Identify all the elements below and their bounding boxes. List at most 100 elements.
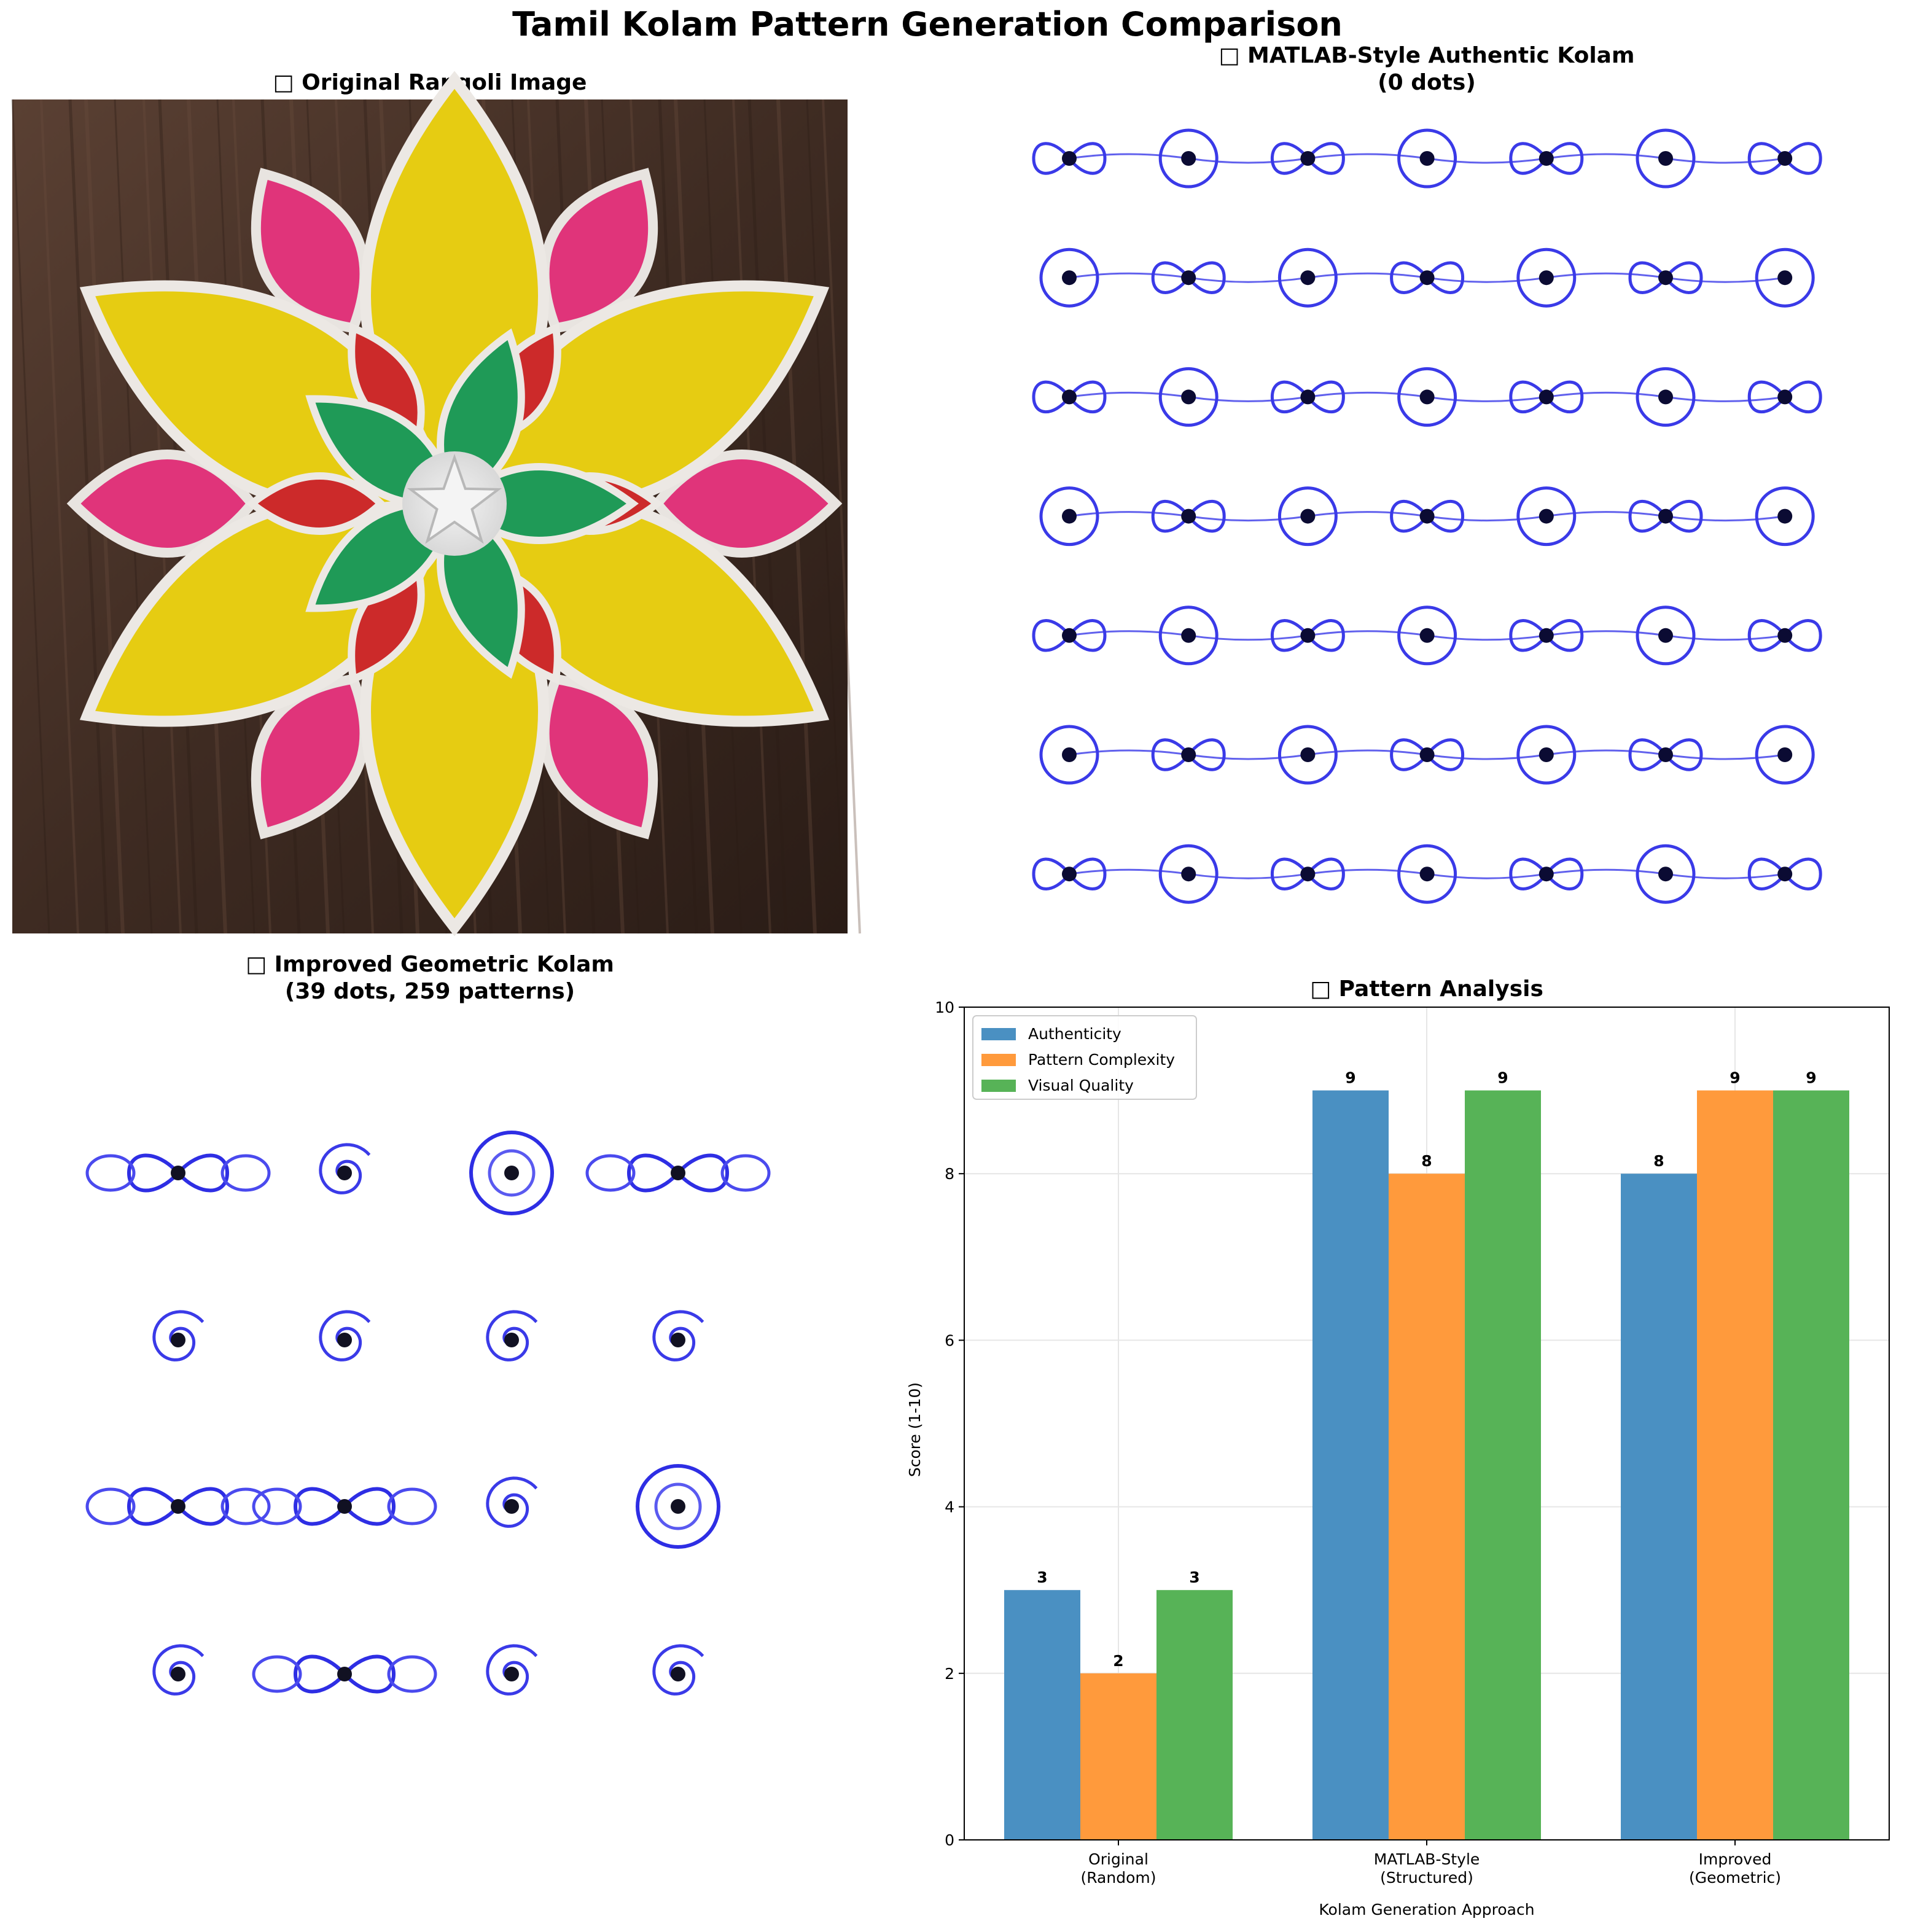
kolam-dot — [1538, 508, 1554, 524]
bar-pattern-complexity — [1697, 1090, 1773, 1840]
matlab-panel-subtitle: (0 dots) — [1378, 70, 1476, 95]
pattern-analysis-chart: 3 9 8 2 8 9 3 9 9 0 2 4 6 8 10 Original(Random) MATLAB-S… — [935, 999, 1890, 1887]
improved-kolam-grid — [85, 1131, 771, 1696]
kolam-dot — [1419, 508, 1435, 524]
matlab-kolam-row — [1039, 247, 1815, 308]
kolam-circle-loop — [1755, 486, 1815, 547]
improved-kolam-spiral — [319, 1143, 371, 1194]
kolam-dot — [1300, 747, 1316, 762]
kolam-circle-loop — [1277, 247, 1338, 308]
kolam-dot — [1300, 867, 1316, 882]
kolam-circle-loop — [1397, 128, 1457, 189]
kolam-dot — [1658, 508, 1673, 524]
kolam-dot — [1300, 151, 1316, 166]
bar-authenticity — [1621, 1174, 1697, 1840]
matlab-panel-title: □ MATLAB-Style Authentic Kolam — [1219, 43, 1634, 68]
kolam-circle-loop — [1039, 486, 1099, 547]
legend-swatch — [981, 1054, 1016, 1066]
kolam-dot — [337, 1166, 352, 1180]
kolam-dot — [504, 1333, 519, 1347]
kolam-circle-loop — [1158, 844, 1219, 904]
kolam-circle-loop — [1636, 367, 1696, 427]
bar-authenticity — [1312, 1090, 1389, 1840]
kolam-dot — [1538, 389, 1554, 405]
kolam-circle-loop — [1277, 486, 1338, 547]
kolam-dot — [671, 1333, 685, 1347]
kolam-circle-loop — [1277, 725, 1338, 785]
kolam-dot — [1777, 151, 1793, 166]
x-tick-label: (Geometric) — [1689, 1869, 1781, 1887]
matlab-kolam-grid — [1032, 128, 1822, 904]
bar-value-label: 8 — [1421, 1152, 1432, 1170]
kolam-circle-loop — [1755, 725, 1815, 785]
kolam-dot — [1419, 747, 1435, 762]
kolam-dot — [171, 1499, 185, 1514]
matlab-kolam-row — [1032, 606, 1822, 666]
kolam-circle-loop — [1039, 247, 1099, 308]
kolam-dot — [1300, 628, 1316, 643]
bar-authenticity — [1004, 1590, 1080, 1840]
improved-kolam-spiral — [319, 1310, 371, 1361]
original-panel-title: □ Original Rangoli Image — [273, 70, 587, 95]
kolam-circle-loop — [1636, 606, 1696, 666]
matlab-kolam-row — [1032, 367, 1822, 427]
kolam-dot — [504, 1166, 519, 1180]
kolam-circle-loop — [1158, 367, 1219, 427]
kolam-dot — [1062, 628, 1077, 643]
kolam-dot — [504, 1667, 519, 1681]
kolam-dot — [1300, 270, 1316, 286]
kolam-dot — [1658, 151, 1673, 166]
kolam-dot — [1300, 508, 1316, 524]
kolam-dot — [1419, 867, 1435, 882]
kolam-dot — [1658, 628, 1673, 643]
matlab-kolam-row — [1039, 486, 1815, 547]
chart-xlabel: Kolam Generation Approach — [1319, 1901, 1534, 1918]
kolam-dot — [1538, 628, 1554, 643]
kolam-dot — [1658, 747, 1673, 762]
kolam-dot — [1777, 867, 1793, 882]
x-tick-label: MATLAB-Style — [1374, 1850, 1480, 1868]
kolam-circle-loop — [1755, 247, 1815, 308]
chart-legend: Authenticity Pattern Complexity Visual Qua… — [972, 1015, 1197, 1100]
kolam-dot — [171, 1667, 185, 1681]
kolam-dot — [1181, 747, 1196, 762]
kolam-circle-loop — [1397, 606, 1457, 666]
kolam-dot — [1300, 389, 1316, 405]
bar-value-label: 8 — [1653, 1152, 1664, 1170]
improved-kolam-spiral — [486, 1476, 538, 1528]
kolam-circle-loop — [1158, 606, 1219, 666]
kolam-dot — [1181, 867, 1196, 882]
kolam-dot — [1062, 270, 1077, 286]
x-tick-label: (Random) — [1080, 1869, 1156, 1887]
kolam-circle-loop — [1397, 367, 1457, 427]
kolam-dot — [1062, 867, 1077, 882]
kolam-dot — [1181, 151, 1196, 166]
legend-swatch — [981, 1028, 1016, 1040]
kolam-dot — [1181, 389, 1196, 405]
rangoli-image — [11, 71, 861, 937]
kolam-dot — [1062, 508, 1077, 524]
kolam-dot — [1658, 270, 1673, 286]
improved-kolam-spiral — [486, 1644, 538, 1696]
improved-kolam-spiral — [652, 1310, 704, 1361]
bar-value-label: 3 — [1189, 1568, 1199, 1586]
improved-kolam-bowtie — [252, 1654, 437, 1694]
y-tick-label: 4 — [945, 1498, 954, 1516]
kolam-dot — [1181, 628, 1196, 643]
improved-kolam-bowtie — [585, 1153, 771, 1193]
kolam-dot — [1538, 747, 1554, 762]
kolam-dot — [1062, 151, 1077, 166]
kolam-dot — [1419, 151, 1435, 166]
kolam-circle-loop — [1516, 486, 1577, 547]
legend-label: Visual Quality — [1028, 1077, 1134, 1094]
bar-value-label: 9 — [1806, 1069, 1816, 1087]
kolam-dot — [1538, 270, 1554, 286]
improved-kolam-spiral — [652, 1644, 704, 1696]
y-tick-label: 10 — [935, 999, 954, 1016]
legend-label: Pattern Complexity — [1028, 1051, 1175, 1069]
x-tick-label: Improved — [1699, 1850, 1772, 1868]
bar-value-label: 9 — [1497, 1069, 1508, 1087]
kolam-circle-loop — [1636, 128, 1696, 189]
kolam-dot — [1777, 270, 1793, 286]
chart-ylabel: Score (1-10) — [906, 1382, 924, 1477]
